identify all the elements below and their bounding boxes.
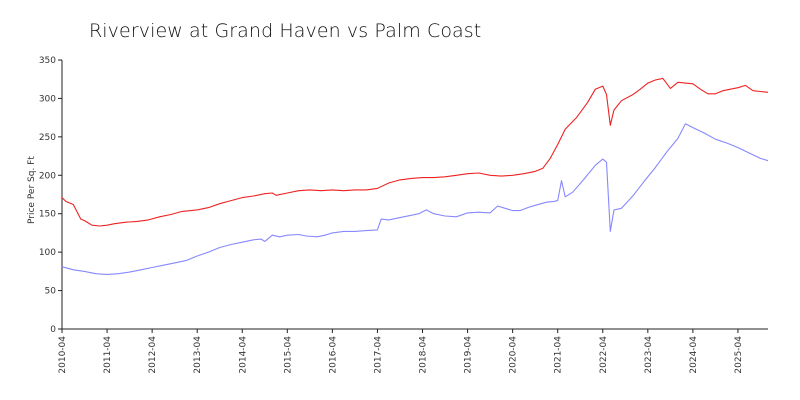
y-tick-label: 0 — [50, 325, 56, 335]
x-tick-label: 2012-04 — [148, 336, 158, 374]
y-tick-label: 250 — [39, 133, 56, 143]
x-tick-label: 2023-04 — [644, 336, 654, 374]
chart-title: Riverview at Grand Haven vs Palm Coast — [89, 20, 482, 42]
y-tick-label: 100 — [39, 248, 56, 258]
x-tick-label: 2011-04 — [103, 336, 113, 374]
x-tick-label: 2020-04 — [509, 336, 519, 374]
x-tick-label: 2010-04 — [58, 336, 68, 374]
x-tick-label: 2014-04 — [238, 336, 248, 374]
x-tick-label: 2021-04 — [554, 336, 564, 374]
y-tick-label: 50 — [45, 287, 57, 297]
y-tick-label: 350 — [39, 56, 56, 66]
series-layer — [61, 77, 769, 275]
axes-layer: 0 50 100 150 200 250 300 350 2010-04 2011-04 2012-… — [39, 56, 768, 374]
series-line-1 — [61, 77, 769, 227]
x-tick-label: 2022-04 — [599, 336, 609, 374]
x-tick-label: 2015-04 — [283, 336, 293, 374]
x-tick-label: 2016-04 — [328, 336, 338, 374]
x-tick-label: 2017-04 — [373, 336, 383, 374]
series-line-2 — [61, 123, 769, 275]
x-tick-label: 2013-04 — [193, 336, 203, 374]
y-axis-label: Price Per Sq. Ft — [27, 156, 37, 224]
x-tick-label: 2018-04 — [419, 336, 429, 374]
y-tick-label: 200 — [39, 171, 56, 181]
y-tick-label: 300 — [39, 94, 56, 104]
y-tick-label: 150 — [39, 210, 56, 220]
x-tick-label: 2025-04 — [734, 336, 744, 374]
x-tick-label: 2024-04 — [689, 336, 699, 374]
x-tick-label: 2019-04 — [464, 336, 474, 374]
